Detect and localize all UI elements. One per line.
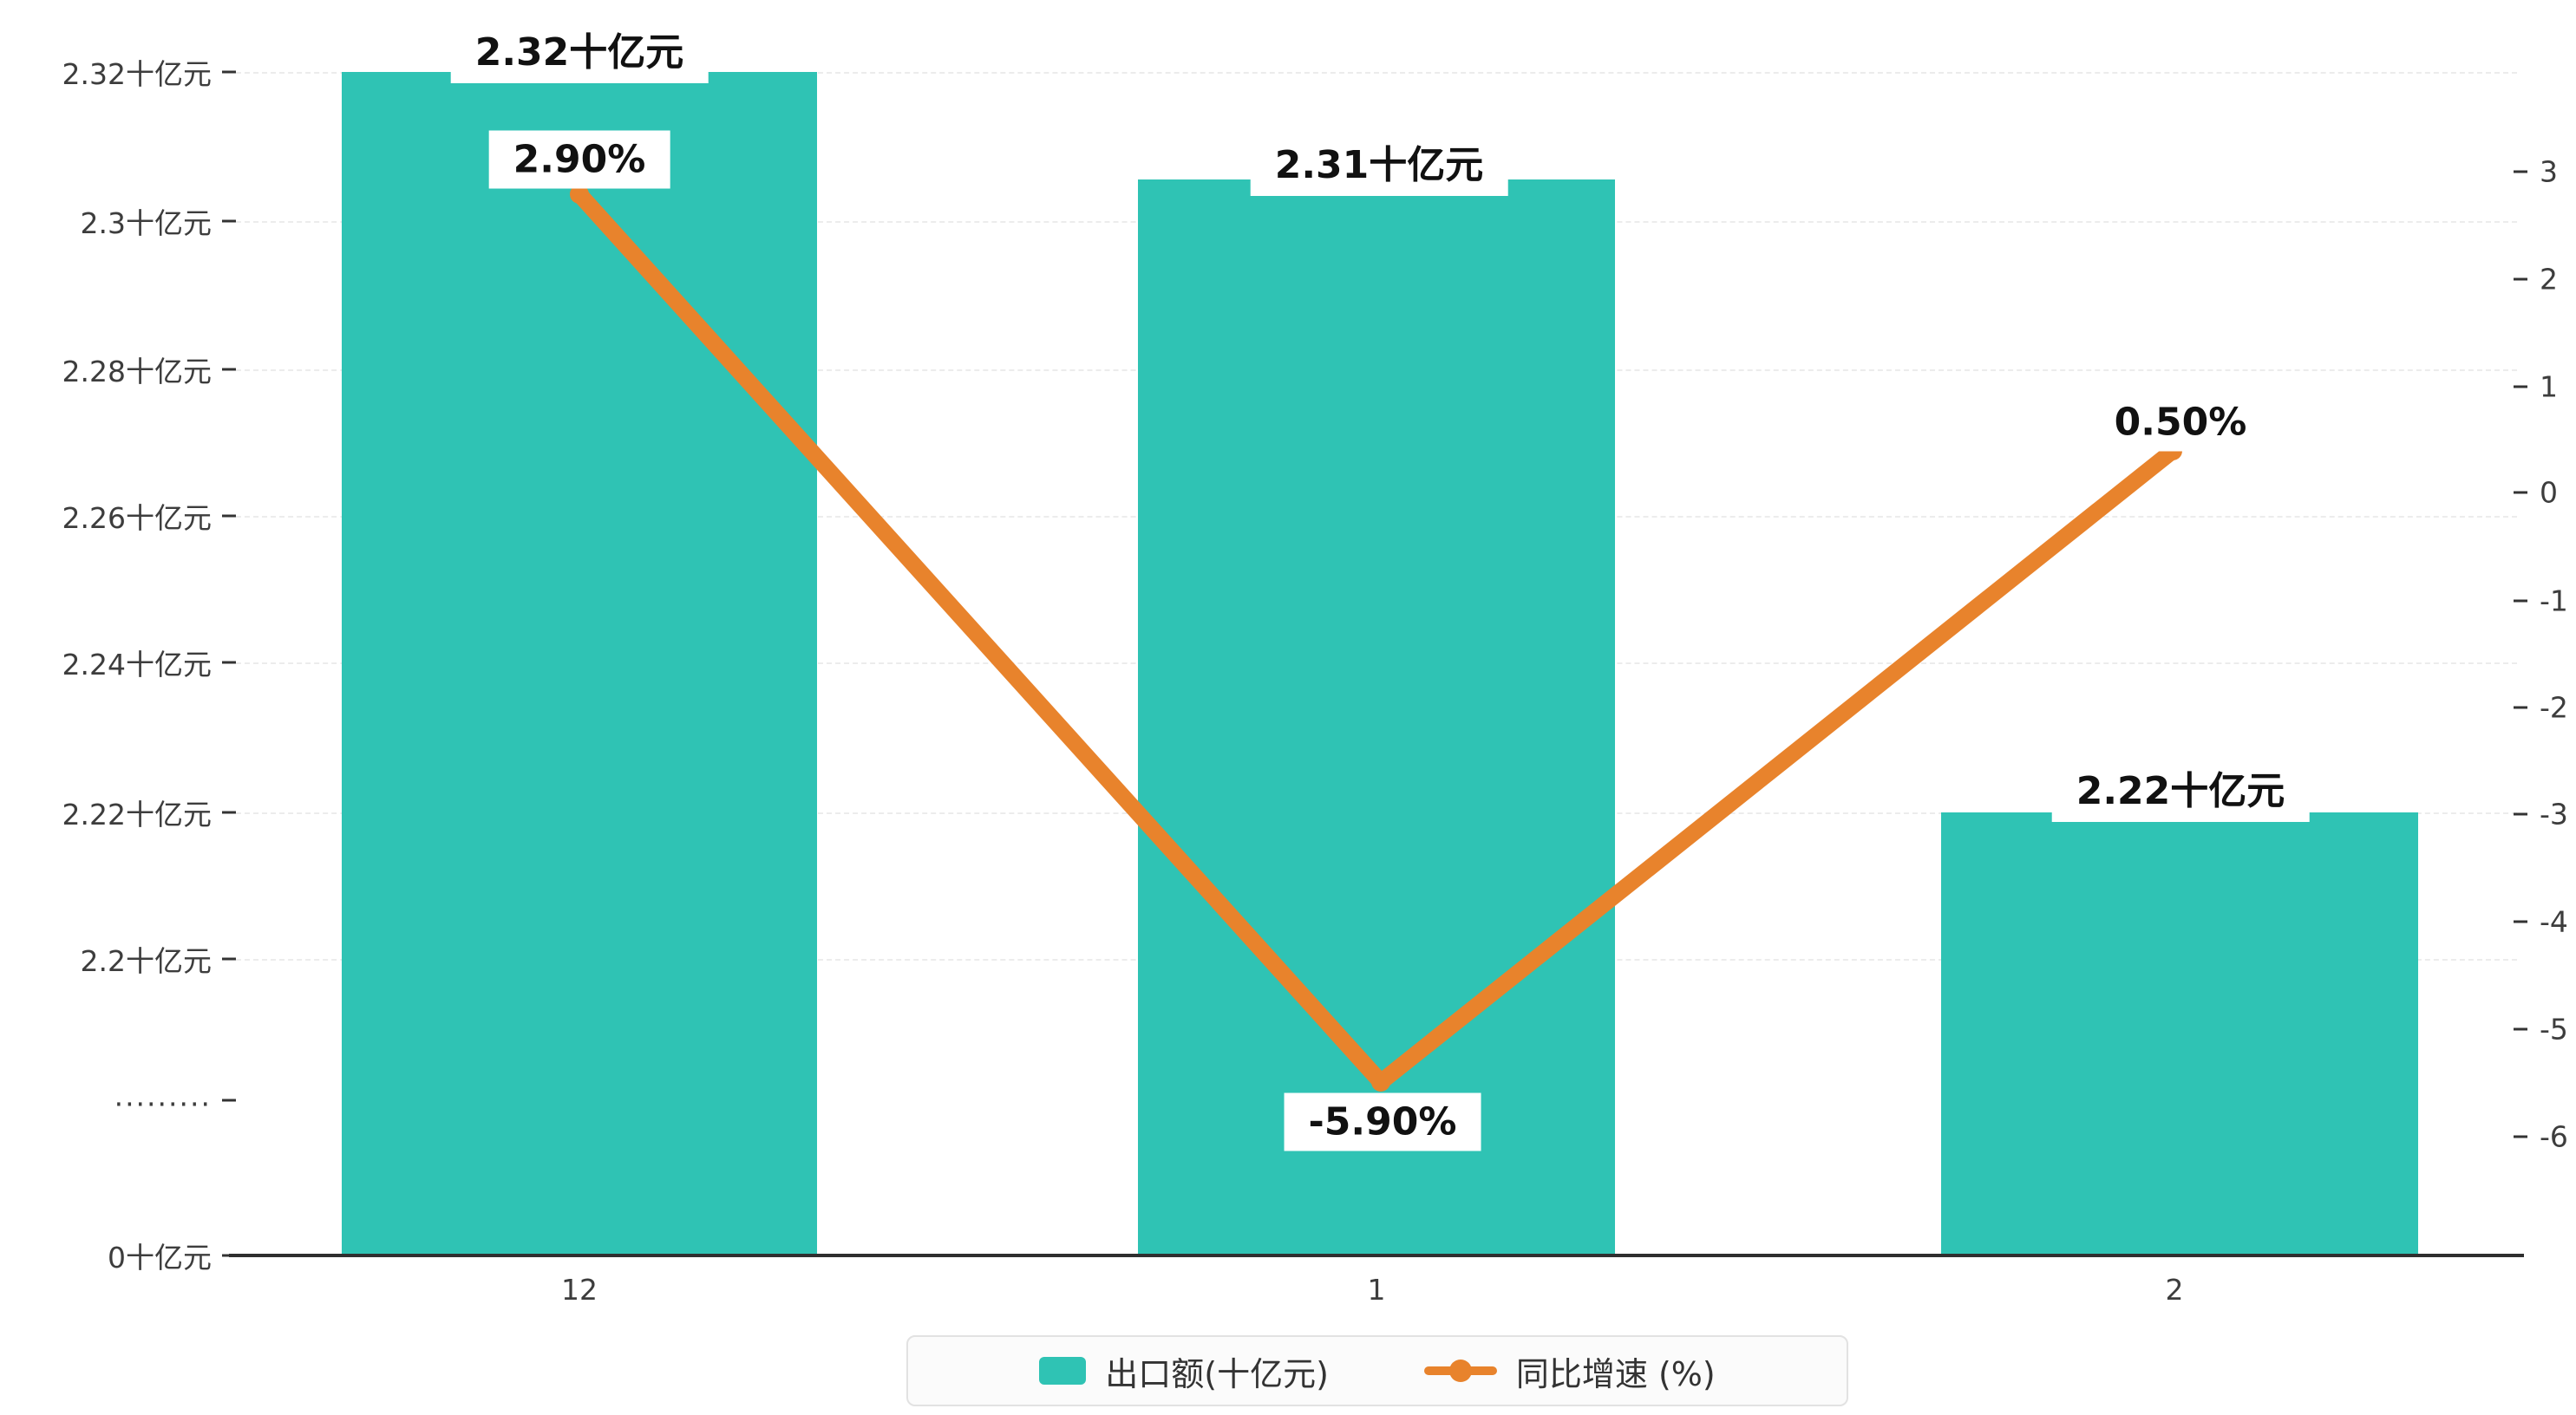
right-axis-tick: 2 [2540,262,2558,297]
line-value-label: -5.90% [1284,1092,1481,1151]
right-axis-tick: -6 [2540,1119,2568,1154]
left-axis-break-tick: ......... [114,1079,212,1113]
gridline [236,72,2517,74]
x-axis-tick: 2 [2165,1273,2184,1307]
left-tick-mark [222,661,236,664]
legend: 出口额(十亿元) 同比增速 (%) [906,1335,1848,1406]
left-axis-tick: 2.2十亿元 [80,944,212,978]
left-axis-tick: 0十亿元 [108,1241,212,1275]
left-tick-mark [222,70,236,74]
line-swatch-dot-icon [1448,1360,1472,1382]
legend-label-growth: 同比增速 (%) [1515,1354,1716,1393]
left-axis-tick: 2.3十亿元 [80,206,212,240]
right-tick-mark [2514,812,2527,816]
right-axis-tick: -1 [2540,584,2568,618]
bar-series-swatch-icon [1039,1357,1087,1385]
right-tick-mark [2514,920,2527,923]
left-tick-mark [222,219,236,223]
x-axis-tick: 1 [1367,1273,1386,1307]
line-value-label: 2.90% [488,130,670,189]
left-tick-mark [222,811,236,814]
x-axis-line [229,1254,2524,1257]
x-axis-tick: 12 [561,1273,598,1307]
right-axis-tick: 1 [2540,369,2558,404]
left-axis-tick: 2.32十亿元 [62,57,212,91]
left-tick-mark [222,1099,236,1102]
right-tick-mark [2514,599,2527,603]
right-tick-mark [2514,706,2527,709]
export-bar-month-2[interactable] [1941,812,2418,1255]
left-tick-mark [222,514,236,518]
right-tick-mark [2514,1027,2527,1031]
legend-item-export[interactable]: 出口额(十亿元) [1039,1347,1329,1395]
left-tick-mark [222,368,236,371]
right-axis-tick: -4 [2540,904,2568,939]
line-value-label: 0.50% [2089,393,2272,452]
bar-value-label: 2.31十亿元 [1250,127,1508,196]
right-tick-mark [2514,1135,2527,1138]
bar-value-label: 2.32十亿元 [450,14,709,83]
export-bar-month-12[interactable] [342,72,817,1255]
left-tick-mark [222,957,236,961]
right-axis-tick: -5 [2540,1012,2568,1047]
left-axis-tick: 2.26十亿元 [62,501,212,535]
right-axis-tick: 3 [2540,154,2558,189]
legend-label-export: 出口额(十亿元) [1105,1354,1329,1393]
line-series-swatch-icon [1423,1357,1497,1385]
right-tick-mark [2514,491,2527,494]
left-axis-tick: 2.24十亿元 [62,648,212,681]
right-axis-tick: -3 [2540,797,2568,831]
right-tick-mark [2514,170,2527,173]
left-axis-tick: 2.28十亿元 [62,355,212,388]
right-axis-tick: -2 [2540,690,2568,725]
right-axis-tick: 0 [2540,475,2558,510]
right-tick-mark [2514,385,2527,388]
left-axis-tick: 2.22十亿元 [62,798,212,831]
legend-item-growth[interactable]: 同比增速 (%) [1423,1347,1716,1395]
right-tick-mark [2514,277,2527,281]
bar-value-label: 2.22十亿元 [2051,753,2310,822]
